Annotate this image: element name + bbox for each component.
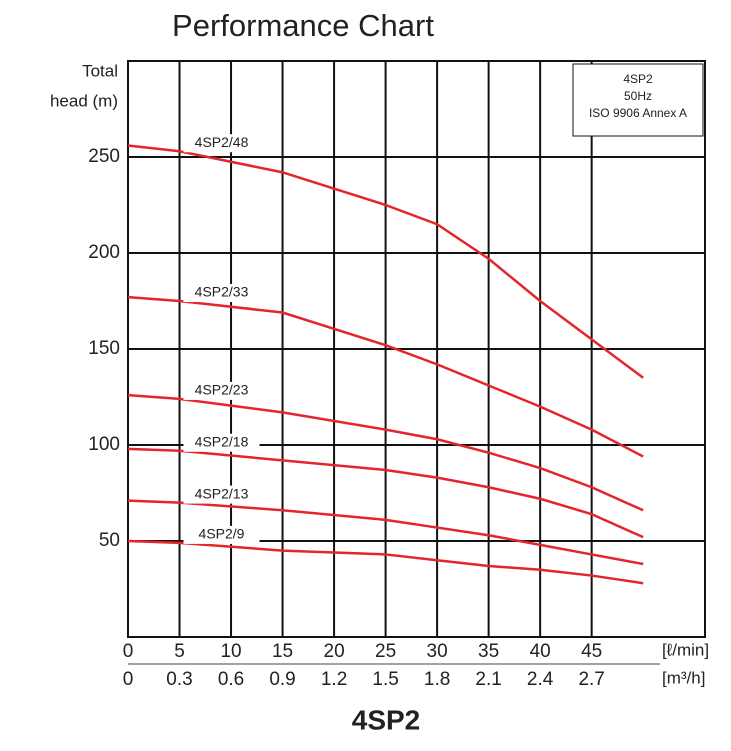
series-label: 4SP2/48 — [195, 134, 249, 150]
x-label: [ℓ/min] — [662, 640, 709, 659]
chart-title: Performance Chart — [172, 8, 434, 43]
y-tick-label: 50 — [99, 530, 120, 551]
series-label: 4SP2/13 — [195, 485, 249, 501]
annotation-box — [572, 63, 704, 137]
x-tick-label: 20 — [324, 641, 345, 662]
x2-tick-label: 0.9 — [269, 669, 295, 690]
y-label: head (m) — [50, 91, 118, 110]
x-tick-label: 35 — [478, 641, 499, 662]
annotation: 50Hz — [624, 89, 652, 103]
series-line — [127, 295, 644, 458]
x-tick-label: 5 — [174, 641, 185, 662]
x-tick-label: 10 — [220, 641, 241, 662]
x-tick-label: 30 — [427, 641, 448, 662]
x2-tick-label: 2.1 — [475, 669, 501, 690]
series-line — [127, 144, 644, 379]
y-tick-label: 100 — [88, 434, 120, 455]
x2-tick-label: 1.2 — [321, 669, 347, 690]
annotation: 4SP2 — [623, 72, 653, 86]
series-label-bg — [183, 381, 260, 400]
series-line — [127, 499, 644, 566]
x-tick-label: 0 — [123, 641, 134, 662]
series-label: 4SP2/9 — [199, 526, 245, 542]
x-tick-label: 15 — [272, 641, 293, 662]
series-label-bg — [183, 525, 260, 544]
annotation: ISO 9906 Annex A — [589, 106, 687, 120]
x2-tick-label: 2.4 — [527, 669, 554, 690]
series-label-bg — [183, 485, 260, 504]
series-line — [127, 393, 644, 512]
x2-tick-label: 0.6 — [218, 669, 244, 690]
y-tick-label: 200 — [88, 242, 120, 263]
series-line — [127, 539, 644, 585]
series-label-bg — [183, 134, 260, 153]
series-label: 4SP2/33 — [195, 284, 249, 300]
x-tick-label: 45 — [581, 641, 602, 662]
x2-tick-label: 0 — [123, 669, 134, 690]
x-tick-label: 25 — [375, 641, 396, 662]
y-tick-label: 150 — [88, 338, 120, 359]
series-line — [127, 447, 644, 539]
series-label-bg — [183, 284, 260, 302]
series-label: 4SP2/23 — [195, 382, 249, 398]
chart-subtitle: 4SP2 — [352, 704, 421, 735]
y-label: Total — [82, 61, 118, 80]
x2-tick-label: 2.7 — [578, 669, 604, 690]
x2-tick-label: 1.8 — [424, 669, 450, 690]
x2-tick-label: 0.3 — [166, 669, 192, 690]
y-tick-label: 250 — [88, 146, 120, 167]
series-label-bg — [183, 433, 260, 452]
x-tick-label: 40 — [530, 641, 551, 662]
series-label: 4SP2/18 — [195, 433, 249, 449]
x2-label: [m³/h] — [662, 668, 705, 687]
x2-tick-label: 1.5 — [372, 669, 398, 690]
